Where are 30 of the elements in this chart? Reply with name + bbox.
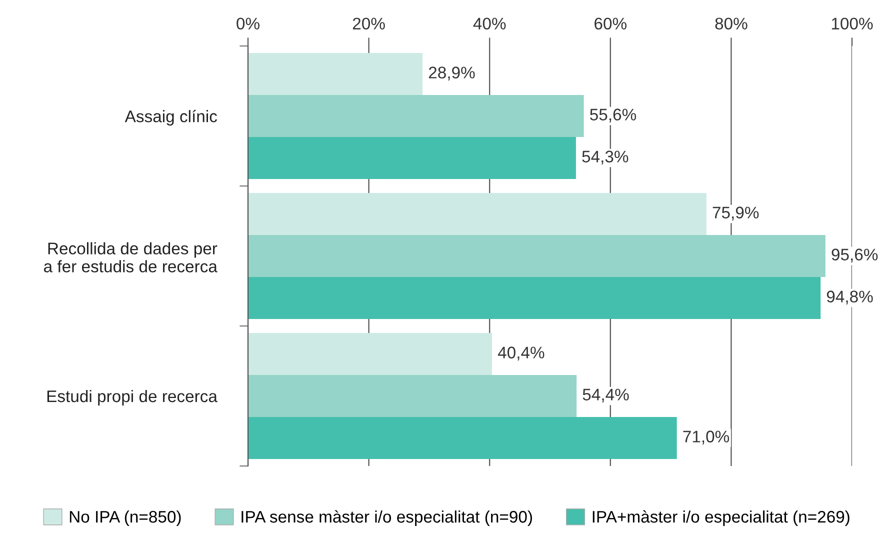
x-tick-label: 20% [352, 18, 385, 30]
x-tick-label: 80% [715, 18, 748, 30]
bar [248, 333, 492, 375]
data-label: 55,6% [590, 108, 636, 122]
data-label: 54,4% [582, 388, 629, 402]
legend-label: No IPA (n=850) [70, 510, 181, 526]
legend-label: IPA sense màster i/o especialitat (n=90) [242, 510, 532, 526]
x-tick-label: 0% [236, 18, 260, 30]
y-tick-label: Assaig clínic [124, 110, 218, 126]
legend-label: IPA+màster i/o especialitat (n=269) [592, 510, 850, 526]
bar [248, 277, 821, 319]
x-tick-label: 60% [594, 18, 626, 30]
data-label: 71,0% [683, 430, 730, 444]
data-label: 75,9% [712, 206, 759, 220]
data-label: 40,4% [498, 346, 544, 360]
x-tick-label: 100% [832, 18, 873, 30]
x-tick-label: 40% [473, 18, 506, 30]
bar [248, 193, 706, 235]
bar [248, 375, 577, 417]
bar [248, 137, 576, 179]
y-tick-label: Estudi propi de recerca [47, 390, 218, 406]
data-label: 28,9% [428, 66, 475, 80]
bar [248, 417, 677, 459]
data-label: 94,8% [826, 290, 873, 304]
bar [248, 235, 826, 277]
bar [248, 53, 423, 95]
data-label: 54,3% [582, 150, 628, 164]
data-label: 95,6% [832, 248, 878, 262]
y-tick-label: Recollida de dades per a fer estudis de recerca [44, 242, 218, 272]
bar [248, 95, 584, 137]
